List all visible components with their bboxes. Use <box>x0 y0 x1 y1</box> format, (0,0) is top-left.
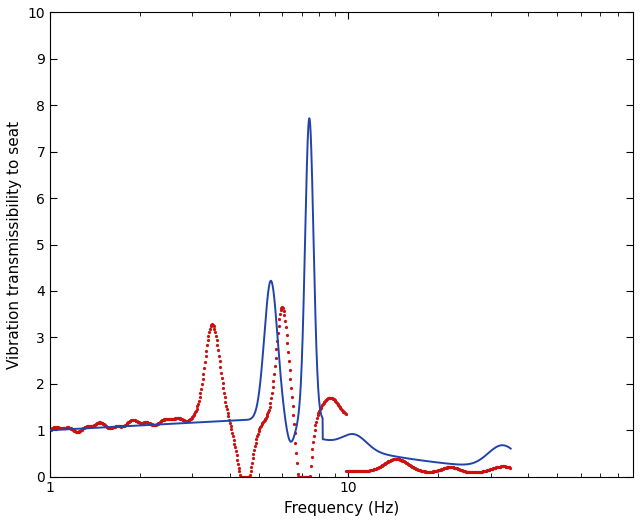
Y-axis label: Vibration transmissibility to seat: Vibration transmissibility to seat <box>7 120 22 369</box>
X-axis label: Frequency (Hz): Frequency (Hz) <box>284 501 399 516</box>
